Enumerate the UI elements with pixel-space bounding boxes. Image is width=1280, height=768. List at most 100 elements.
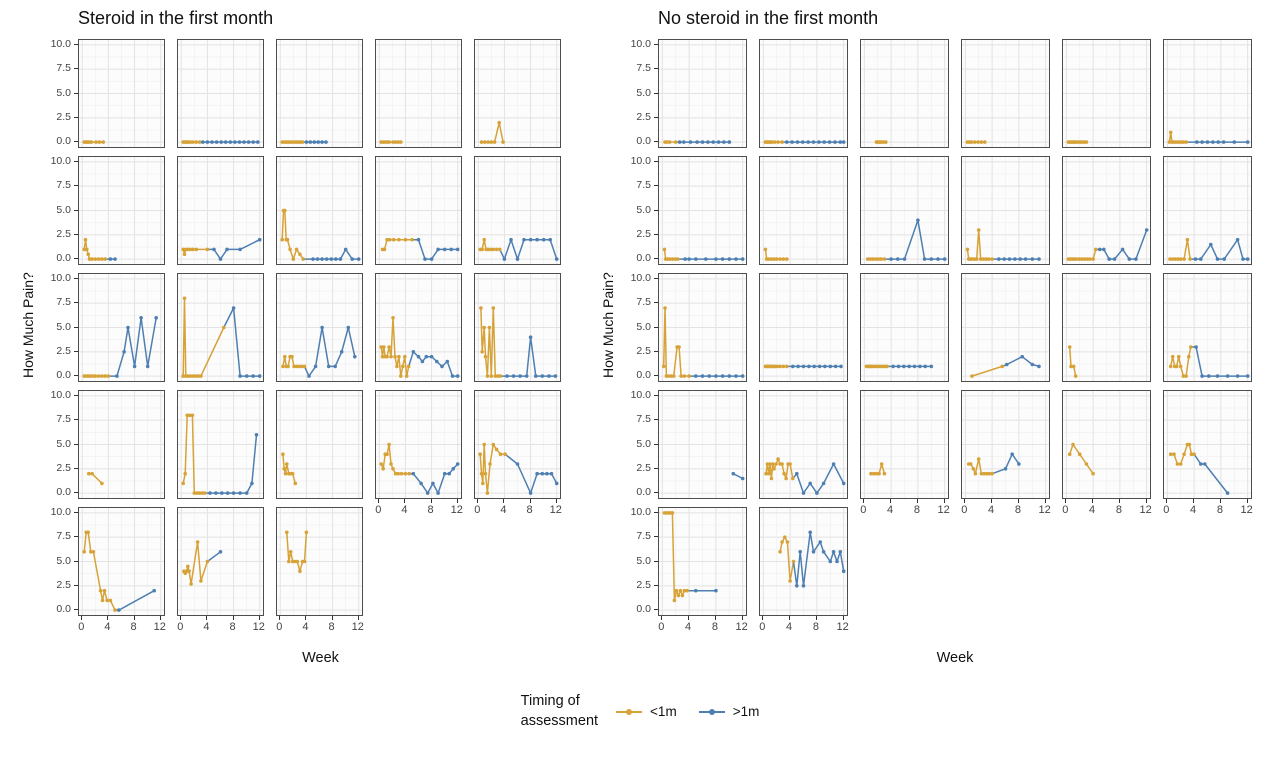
facet-r2c4 (961, 156, 1050, 265)
facet-plot (1063, 274, 1150, 381)
facet-plot (277, 274, 362, 381)
facet-grid-steroid: 10.0 7.5 5.0 2.5 0.0 10.0 7.5 5.0 2.5 0.0 10.0 7.5 5… (38, 38, 573, 633)
facet-r3c1 (658, 273, 747, 382)
facet-r1c3 (860, 39, 949, 148)
facet-plot (277, 157, 362, 264)
facet-plot (962, 157, 1049, 264)
legend-label: >1m (732, 704, 760, 720)
facet-r1c1 (658, 39, 747, 148)
facet-plot (861, 391, 948, 498)
facet-r4c2 (177, 390, 264, 499)
facet-grid-no-steroid: 10.0 7.5 5.0 2.5 0.0 10.0 7.5 5.0 2.5 0.0 10.0 7.5 5… (618, 38, 1264, 633)
facet-r2c5 (1062, 156, 1151, 265)
facet-plot (861, 40, 948, 147)
facet-r1c6 (1163, 39, 1252, 148)
facet-plot (376, 157, 461, 264)
facet-r4c5: 0 4 8 12 (474, 390, 562, 516)
facet-r2c1 (658, 156, 747, 265)
facet-plot (178, 157, 263, 264)
facet-r2c6 (1163, 156, 1252, 265)
facet-r2c2 (759, 156, 848, 265)
y-axis-ticks: 10.0 7.5 5.0 2.5 0.0 (38, 389, 78, 498)
facet-r4c1 (78, 390, 165, 499)
facet-plot (277, 40, 362, 147)
y-axis-ticks: 10.0 7.5 5.0 2.5 0.0 (38, 272, 78, 381)
facet-plot (376, 274, 461, 381)
facet-r2c2 (177, 156, 264, 265)
y-axis-label-left: How Much Pain? (20, 272, 36, 379)
facet-r4c4: 0 4 8 12 (961, 390, 1051, 516)
facet-plot (277, 508, 362, 615)
x-axis-ticks: 0 4 8 12 (1163, 498, 1253, 518)
facet-plot (79, 157, 164, 264)
y-axis-ticks: 10.0 7.5 5.0 2.5 0.0 (618, 272, 658, 381)
panel-steroid: Steroid in the first month How Much Pain… (20, 8, 595, 666)
facet-plot (861, 274, 948, 381)
facet-plot (760, 274, 847, 381)
facet-r1c2 (177, 39, 264, 148)
facet-plot (79, 391, 164, 498)
facet-r3c4 (375, 273, 462, 382)
facet-r5c1: 0 4 8 12 (78, 507, 166, 633)
facet-r3c6 (1163, 273, 1252, 382)
facet-plot (178, 508, 263, 615)
legend-key-gt1m-icon (698, 707, 725, 717)
facet-plot (79, 508, 164, 615)
x-axis-ticks: 0 4 8 12 (78, 615, 166, 635)
facet-r4c3 (276, 390, 363, 499)
facet-r3c2 (759, 273, 848, 382)
y-axis-ticks: 10.0 7.5 5.0 2.5 0.0 (38, 506, 78, 615)
facet-r3c3 (276, 273, 363, 382)
legend-item-lt1m: <1m (616, 704, 677, 719)
y-axis-label-right: How Much Pain? (600, 272, 616, 379)
facet-r5c2: 0 4 8 12 (759, 507, 849, 633)
facet-plot (178, 274, 263, 381)
legend-label: <1m (650, 704, 677, 720)
facet-r3c1 (78, 273, 165, 382)
facet-plot (659, 157, 746, 264)
facet-plot (178, 391, 263, 498)
facet-plot (962, 40, 1049, 147)
facet-plot (760, 157, 847, 264)
x-axis-ticks: 0 4 8 12 (658, 615, 748, 635)
facet-plot (376, 391, 461, 498)
y-axis-ticks: 10.0 7.5 5.0 2.5 0.0 (38, 155, 78, 264)
facet-r3c5 (1062, 273, 1151, 382)
y-axis-ticks: 10.0 7.5 5.0 2.5 0.0 (618, 389, 658, 498)
facet-plot (760, 391, 847, 498)
facet-r1c4 (961, 39, 1050, 148)
facet-plot (1164, 391, 1251, 498)
panel-title-steroid: Steroid in the first month (78, 8, 274, 28)
facet-r4c2 (759, 390, 848, 499)
facet-r4c3: 0 4 8 12 (860, 390, 950, 516)
y-axis-ticks: 10.0 7.5 5.0 2.5 0.0 (38, 38, 78, 147)
facet-r4c6: 0 4 8 12 (1163, 390, 1253, 516)
facet-plot (1063, 40, 1150, 147)
facet-r1c5 (474, 39, 561, 148)
facet-r3c3 (860, 273, 949, 382)
facet-r3c4 (961, 273, 1050, 382)
panel-no-steroid: No steroid in the first month How Much P… (600, 8, 1275, 666)
x-axis-ticks: 0 4 8 12 (961, 498, 1051, 518)
facet-r4c4: 0 4 8 12 (375, 390, 463, 516)
facet-plot (659, 508, 746, 615)
facet-r2c3 (860, 156, 949, 265)
facet-plot (79, 40, 164, 147)
facet-plot (1164, 274, 1251, 381)
x-axis-ticks: 0 4 8 12 (177, 615, 265, 635)
facet-plot (659, 274, 746, 381)
facet-r1c4 (375, 39, 462, 148)
facet-plot (1164, 157, 1251, 264)
x-axis-ticks: 0 4 8 12 (276, 615, 364, 635)
facet-r1c5 (1062, 39, 1151, 148)
facet-plot (1164, 40, 1251, 147)
facet-r2c1 (78, 156, 165, 265)
y-axis-ticks: 10.0 7.5 5.0 2.5 0.0 (618, 506, 658, 615)
x-axis-ticks: 0 4 8 12 (860, 498, 950, 518)
facet-r3c5 (474, 273, 561, 382)
facet-r5c1: 0 4 8 12 (658, 507, 748, 633)
legend-key-lt1m-icon (616, 707, 643, 717)
facet-plot (277, 391, 362, 498)
facet-plot (760, 40, 847, 147)
